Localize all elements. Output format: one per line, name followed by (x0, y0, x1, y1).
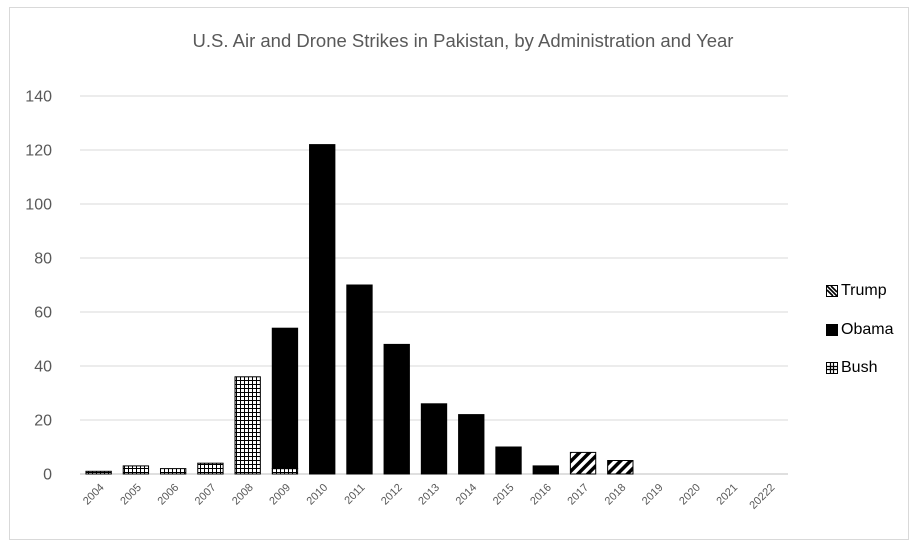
y-tick-label: 80 (34, 251, 52, 268)
legend-item-trump: Trump (826, 272, 893, 311)
x-tick-label: 2021 (714, 482, 740, 508)
y-tick-label: 120 (25, 143, 52, 160)
bar-obama-2013 (420, 403, 448, 475)
bar-obama-2012 (383, 343, 410, 475)
x-tick-label: 2018 (603, 482, 629, 508)
bar-bush-2006 (159, 468, 187, 475)
chart-title: U.S. Air and Drone Strikes in Pakistan, … (192, 30, 734, 51)
x-axis-ticks: 2004 2005 2006 2007 2008 2009 2010 2011 2012 2013… (81, 482, 778, 512)
bar-obama-2010 (309, 144, 336, 475)
bar-bush-2005 (122, 465, 150, 475)
x-tick-label: 2009 (267, 482, 293, 508)
grid-lines (80, 95, 788, 475)
x-tick-label: 2011 (342, 482, 367, 507)
bar-trump-2017 (569, 451, 597, 475)
bar-trump-2018 (607, 460, 634, 475)
x-tick-label: 2005 (118, 482, 144, 508)
x-tick-label: 2014 (454, 482, 480, 508)
bar-obama-2009 (271, 327, 299, 470)
bar-obama-2015 (495, 446, 522, 475)
legend-label: Trump (841, 282, 887, 300)
legend-item-bush: Bush (826, 349, 893, 388)
bar-obama-2014 (458, 414, 485, 475)
x-tick-label: 20222 (747, 482, 777, 512)
y-tick-label: 60 (34, 305, 52, 322)
x-tick-label: 2013 (416, 482, 442, 508)
x-tick-label: 2004 (81, 482, 107, 508)
legend-item-obama: Obama (826, 311, 893, 350)
x-tick-label: 2020 (677, 482, 703, 508)
legend: Trump Obama Bush (826, 272, 893, 388)
y-tick-label: 100 (25, 197, 52, 214)
x-tick-label: 2019 (640, 482, 666, 508)
legend-label: Bush (841, 359, 878, 377)
x-tick-label: 2012 (379, 482, 405, 508)
x-tick-label: 2007 (193, 482, 219, 508)
bar-bush-2004 (85, 470, 112, 475)
bars (85, 144, 634, 475)
bar-bush-2008 (234, 376, 261, 475)
x-tick-label: 2017 (565, 482, 591, 508)
y-axis-ticks: 0 20 40 60 80 100 120 140 (25, 89, 52, 484)
bar-bush-2007 (197, 462, 224, 475)
y-tick-label: 20 (34, 413, 52, 430)
y-tick-label: 140 (25, 89, 52, 106)
legend-swatch-trump (826, 285, 838, 298)
bar-obama-2011 (346, 284, 373, 475)
x-tick-label: 2015 (491, 482, 517, 508)
y-tick-label: 0 (43, 467, 52, 484)
y-tick-label: 40 (34, 359, 52, 376)
x-tick-label: 2006 (155, 482, 181, 508)
x-tick-label: 2008 (230, 482, 256, 508)
legend-label: Obama (841, 320, 894, 338)
legend-swatch-obama (826, 323, 838, 336)
bar-obama-2016 (532, 465, 559, 475)
bar-bush-2009 (271, 468, 299, 475)
x-tick-label: 2016 (528, 482, 554, 508)
x-tick-label: 2010 (305, 482, 331, 508)
legend-swatch-bush (826, 362, 838, 375)
